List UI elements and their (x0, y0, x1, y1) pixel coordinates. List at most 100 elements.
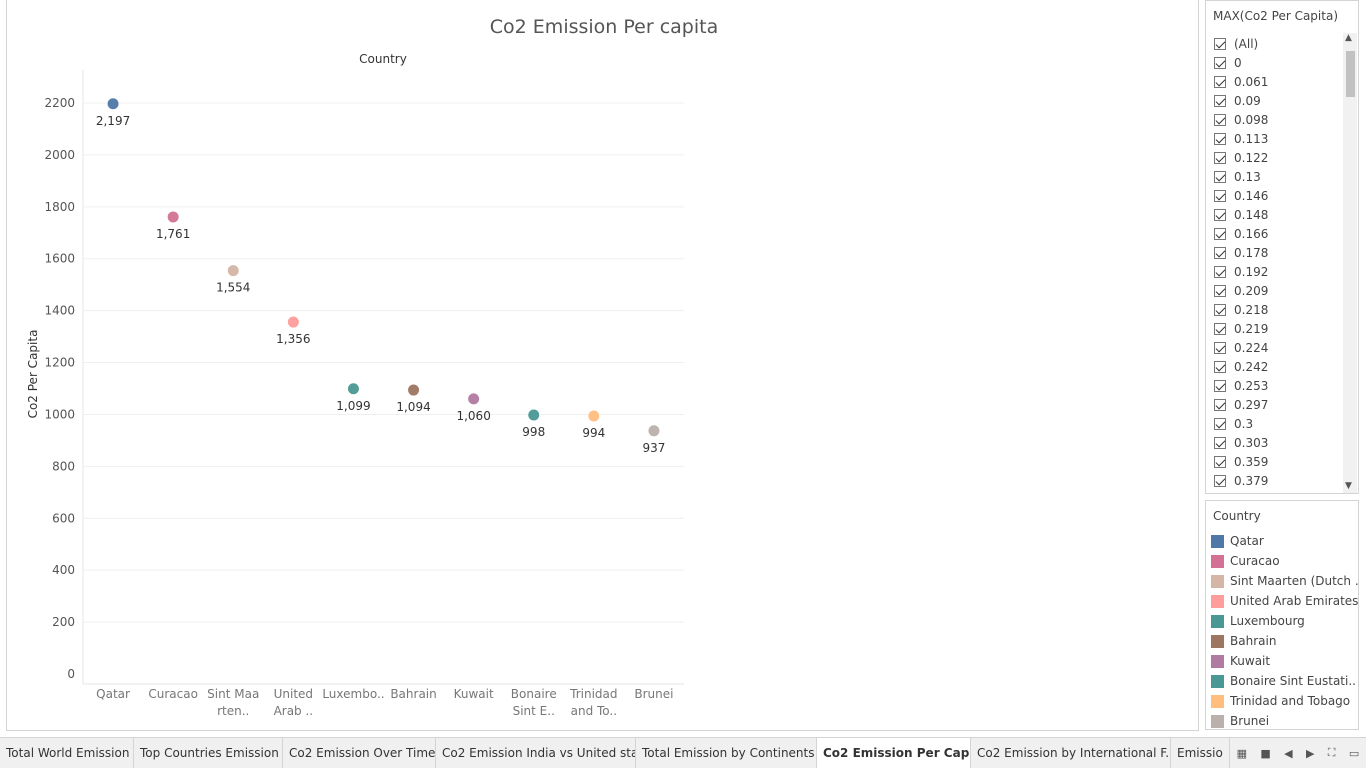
checkbox-checked-icon[interactable] (1214, 94, 1226, 107)
scroll-up-icon[interactable]: ▲ (1345, 33, 1352, 43)
checkbox-checked-icon[interactable] (1214, 398, 1226, 411)
filter-option[interactable]: 0.113 (1214, 129, 1268, 148)
x-category-label: Brunei (634, 687, 673, 701)
checkbox-checked-icon[interactable] (1214, 246, 1226, 259)
checkbox-checked-icon[interactable] (1214, 75, 1226, 88)
legend-label: United Arab Emirates (1230, 594, 1359, 608)
filter-option[interactable]: 0.061 (1214, 72, 1268, 91)
sheet-tab[interactable]: Total World Emission (0, 738, 134, 768)
checkbox-checked-icon[interactable] (1214, 189, 1226, 202)
checkbox-checked-icon[interactable] (1214, 37, 1226, 50)
data-label: 1,060 (456, 409, 490, 423)
scroll-down-icon[interactable]: ▼ (1345, 481, 1352, 491)
filter-option[interactable]: 0 (1214, 53, 1242, 72)
legend-item[interactable]: Curacao (1211, 552, 1280, 570)
filter-option-label: 0.13 (1234, 169, 1261, 184)
checkbox-checked-icon[interactable] (1214, 322, 1226, 335)
filter-option[interactable]: 0.09 (1214, 91, 1261, 110)
filter-option[interactable]: 0.209 (1214, 281, 1268, 300)
next-sheet-icon[interactable]: ▶ (1305, 746, 1315, 760)
legend-item[interactable]: Trinidad and Tobago (1211, 692, 1350, 710)
filter-option[interactable]: 0.166 (1214, 224, 1268, 243)
filter-option[interactable]: 0.122 (1214, 148, 1268, 167)
legend-item[interactable]: Qatar (1211, 532, 1264, 550)
filter-option[interactable]: 0.219 (1214, 319, 1268, 338)
checkbox-checked-icon[interactable] (1214, 56, 1226, 69)
filter-option-label: (All) (1234, 36, 1259, 51)
checkbox-checked-icon[interactable] (1214, 151, 1226, 164)
y-tick-label: 1200 (44, 356, 75, 370)
legend-item[interactable]: Sint Maarten (Dutch .. (1211, 572, 1358, 590)
sheet-tab[interactable]: Co2 Emission India vs United sta... (436, 738, 636, 768)
sheet-tab[interactable]: Top Countries Emission (134, 738, 283, 768)
single-view-icon[interactable]: ■ (1260, 746, 1271, 760)
filter-option-label: 0.218 (1234, 302, 1269, 317)
filter-option[interactable]: 0.178 (1214, 243, 1268, 262)
checkbox-checked-icon[interactable] (1214, 341, 1226, 354)
sheet-tab[interactable]: Co2 Emission by International F... (971, 738, 1171, 768)
checkbox-checked-icon[interactable] (1214, 170, 1226, 183)
worksheet-view: Co2 Emission Per capita Country Co2 Per Ca… (6, 0, 1199, 731)
filter-option[interactable]: 0.297 (1214, 395, 1268, 414)
legend-swatch (1211, 674, 1224, 688)
filter-option[interactable]: 0.242 (1214, 357, 1268, 376)
legend-item[interactable]: Bahrain (1211, 632, 1276, 650)
filter-option-label: 0.303 (1234, 435, 1269, 450)
filter-option[interactable]: 0.146 (1214, 186, 1268, 205)
legend-item[interactable]: Kuwait (1211, 652, 1270, 670)
y-tick-label: 200 (52, 615, 75, 629)
checkbox-checked-icon[interactable] (1214, 455, 1226, 468)
filter-list[interactable]: (All) 0 0.061 0.09 0.098 0.113 0.122 0.13 0.146 0… (1206, 33, 1342, 493)
filter-option[interactable]: 0.303 (1214, 433, 1268, 452)
checkbox-checked-icon[interactable] (1214, 208, 1226, 221)
filter-option[interactable]: 0.098 (1214, 110, 1268, 129)
checkbox-checked-icon[interactable] (1214, 303, 1226, 316)
legend-item[interactable]: Brunei (1211, 712, 1269, 729)
filter-option[interactable]: 0.379 (1214, 471, 1268, 490)
legend-item[interactable]: United Arab Emirates (1211, 592, 1358, 610)
legend-swatch (1211, 654, 1224, 668)
sheet-tab[interactable]: Co2 Emission Per Capita (817, 738, 971, 768)
checkbox-checked-icon[interactable] (1214, 265, 1226, 278)
filter-option-label: 0.166 (1234, 226, 1269, 241)
checkbox-checked-icon[interactable] (1214, 360, 1226, 373)
data-label: 1,094 (396, 400, 430, 414)
grid-view-icon[interactable]: ▦ (1236, 746, 1248, 760)
checkbox-checked-icon[interactable] (1214, 132, 1226, 145)
filter-option[interactable]: 0.224 (1214, 338, 1268, 357)
checkbox-checked-icon[interactable] (1214, 379, 1226, 392)
data-point (467, 392, 481, 406)
legend-item[interactable]: Bonaire Sint Eustati.. (1211, 672, 1356, 690)
checkbox-checked-icon[interactable] (1214, 227, 1226, 240)
data-point (166, 210, 180, 224)
fullscreen-icon[interactable]: ⛶ (1327, 746, 1336, 759)
filter-option[interactable]: 0.192 (1214, 262, 1268, 281)
filter-option[interactable]: 0.13 (1214, 167, 1261, 186)
checkbox-checked-icon[interactable] (1214, 284, 1226, 297)
presentation-mode-icon[interactable]: ▭ (1348, 746, 1360, 760)
filter-option[interactable]: 0.218 (1214, 300, 1268, 319)
previous-sheet-icon[interactable]: ◀ (1284, 746, 1293, 760)
legend-swatch (1211, 694, 1224, 708)
sheet-tab[interactable]: Co2 Emission Over Time (283, 738, 436, 768)
filter-option-label: 0.178 (1234, 245, 1269, 260)
y-axis-label: Co2 Per Capita (26, 330, 40, 419)
checkbox-checked-icon[interactable] (1214, 113, 1226, 126)
sheet-tab[interactable]: Total Emission by Continents (636, 738, 817, 768)
checkbox-checked-icon[interactable] (1214, 417, 1226, 430)
filter-option[interactable]: (All) (1214, 34, 1258, 53)
filter-option[interactable]: 0.3 (1214, 414, 1253, 433)
legend-item[interactable]: Luxembourg (1211, 612, 1305, 630)
scroll-thumb[interactable] (1346, 51, 1355, 97)
data-point (587, 409, 601, 423)
sheet-tab[interactable]: Emissio (1171, 738, 1230, 768)
filter-option[interactable]: 0.148 (1214, 205, 1268, 224)
filter-option-label: 0.297 (1234, 397, 1269, 412)
filter-option-label: 0.192 (1234, 264, 1269, 279)
checkbox-checked-icon[interactable] (1214, 474, 1226, 487)
filter-option[interactable]: 0.359 (1214, 452, 1268, 471)
filter-option[interactable]: 0.253 (1214, 376, 1268, 395)
filter-scrollbar[interactable]: ▲ ▼ (1343, 33, 1357, 493)
checkbox-checked-icon[interactable] (1214, 436, 1226, 449)
data-point (407, 383, 421, 397)
